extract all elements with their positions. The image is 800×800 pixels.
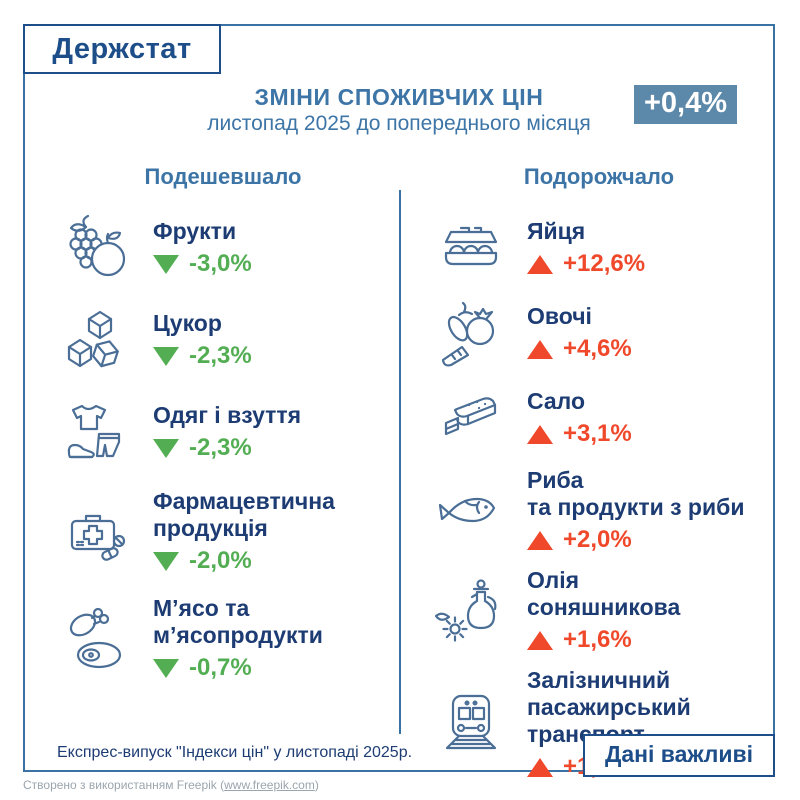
item-label: Олія соняшникова: [527, 567, 681, 620]
train-icon: [429, 688, 513, 760]
item-value: +3,1%: [563, 420, 632, 447]
item-value: +4,6%: [563, 335, 632, 362]
decrease-triangle-icon: [153, 254, 179, 274]
increase-triangle-icon: [527, 757, 553, 777]
egg-carton-icon: [429, 212, 513, 284]
freepik-credit: Створено з використанням Freepik (www.fr…: [23, 778, 319, 792]
item-label: Одяг і взуття: [153, 402, 302, 428]
sunflower-oil-icon: [429, 575, 513, 647]
item-label: Сало: [527, 388, 586, 414]
increase-triangle-icon: [527, 254, 553, 274]
price-decrease-item: М’ясо та м’ясопродукти -0,7%: [55, 595, 395, 682]
title-line2: листопад 2025 до попереднього місяця: [207, 112, 591, 135]
increase-triangle-icon: [527, 630, 553, 650]
price-decrease-item: Одяг і взуття -2,3%: [55, 396, 395, 468]
data-matters-badge: Дані важливі: [582, 734, 775, 777]
item-label: М’ясо та м’ясопродукти: [153, 595, 323, 648]
item-label: Фрукти: [153, 218, 237, 244]
decrease-triangle-icon: [153, 438, 179, 458]
price-increase-item: Олія соняшникова +1,6%: [429, 567, 773, 654]
decrease-triangle-icon: [153, 551, 179, 571]
item-label: Яйця: [527, 218, 586, 244]
decrease-triangle-icon: [153, 346, 179, 366]
item-label: Цукор: [153, 310, 222, 336]
first-aid-kit-icon: [55, 496, 139, 568]
item-value: -2,0%: [189, 547, 252, 574]
vegetables-icon: [429, 297, 513, 369]
increase-triangle-icon: [527, 530, 553, 550]
price-increase-item: Сало +3,1%: [429, 382, 773, 454]
freepik-link[interactable]: www.freepik.com: [224, 778, 315, 792]
item-value: -3,0%: [189, 250, 252, 277]
source-note: Експрес-випуск "Індекси цін" у листопаді…: [57, 744, 413, 761]
sugar-cubes-icon: [55, 304, 139, 376]
title-line1: ЗМІНИ СПОЖИВЧИХ ЦІН: [254, 84, 544, 110]
item-value: -2,3%: [189, 434, 252, 461]
item-value: +12,6%: [563, 250, 646, 277]
pricier-column: Яйця +12,6%: [429, 212, 773, 794]
price-decrease-item: Фармацевтична продукція -2,0%: [55, 488, 395, 575]
price-decrease-item: Цукор -2,3%: [55, 304, 395, 376]
cheaper-column-header: Подешевшало: [144, 164, 302, 189]
increase-triangle-icon: [527, 339, 553, 359]
meat-icon: [55, 603, 139, 675]
clothing-shoes-icon: [55, 396, 139, 468]
fish-icon: [429, 475, 513, 547]
lard-icon: [429, 382, 513, 454]
credit-text: Створено з використанням Freepik (: [23, 778, 225, 792]
item-value: -0,7%: [189, 654, 252, 681]
price-increase-item: Риба та продукти з риби +2,0%: [429, 467, 773, 554]
pricier-column-header: Подорожчало: [523, 164, 675, 189]
credit-text-suffix: ): [314, 778, 319, 792]
decrease-triangle-icon: [153, 658, 179, 678]
price-decrease-item: Фрукти -3,0%: [55, 212, 395, 284]
outer-frame: Держстат ЗМІНИ СПОЖИВЧИХ ЦІН листопад 20…: [23, 24, 775, 780]
grapes-apple-icon: [55, 212, 139, 284]
cheaper-column: Фрукти -3,0% Цукор: [55, 212, 395, 702]
page-title: ЗМІНИ СПОЖИВЧИХ ЦІН листопад 2025 до поп…: [25, 84, 773, 136]
item-label: Овочі: [527, 303, 592, 329]
item-value: +2,0%: [563, 526, 632, 553]
column-divider: [399, 190, 401, 734]
item-label: Фармацевтична продукція: [153, 488, 335, 541]
logo-text: Держстат: [52, 32, 192, 65]
increase-triangle-icon: [527, 424, 553, 444]
overall-change-badge: +0,4%: [633, 85, 737, 124]
derzhstat-logo: Держстат: [23, 24, 221, 74]
data-matters-label: Дані важливі: [604, 741, 753, 767]
item-label: Риба та продукти з риби: [527, 467, 745, 520]
price-increase-item: Яйця +12,6%: [429, 212, 773, 284]
item-value: -2,3%: [189, 342, 252, 369]
price-increase-item: Овочі +4,6%: [429, 297, 773, 369]
item-value: +1,6%: [563, 626, 632, 653]
